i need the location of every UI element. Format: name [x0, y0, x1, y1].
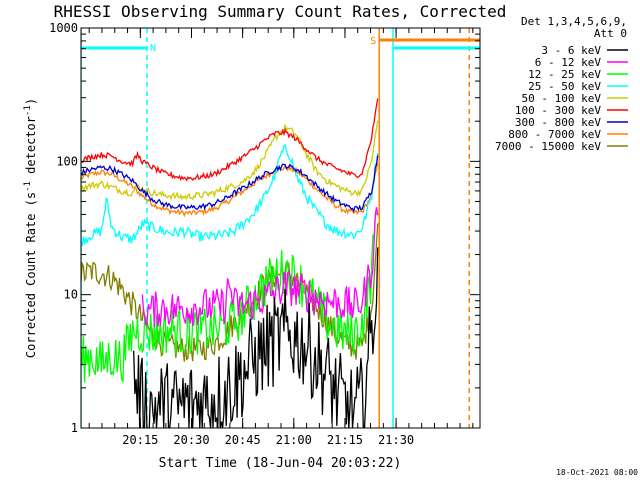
axes: 1 10 100 1000 20:15 20:30 20:45 21:00 21:15 21:30 [49, 21, 480, 447]
y-axis-label: Corrected Count Rate (s-1 detector-1) [23, 98, 38, 358]
legend-label-7: 800 - 7000 keV [508, 128, 601, 141]
y-tick-label-1: 10 [64, 288, 78, 302]
legend-label-0: 3 - 6 keV [541, 44, 601, 57]
series-line-3 [81, 143, 379, 247]
legend-label-1: 6 - 12 keV [535, 56, 602, 69]
legend-label-3: 25 - 50 keV [528, 80, 601, 93]
x-axis-label: Start Time (18-Jun-04 20:03:22) [159, 456, 402, 471]
y-tick-label-2: 100 [56, 154, 78, 168]
series-line-6 [81, 155, 379, 213]
series-line-1 [141, 207, 379, 327]
timestamp: 18-Oct-2021 08:00 [556, 468, 638, 477]
y-tick-label-0: 1 [71, 421, 78, 435]
plot-area: NS [81, 28, 480, 428]
legend-header-1: Att 0 [594, 27, 627, 40]
x-tick-label-2: 20:45 [225, 433, 261, 447]
legend-label-4: 50 - 100 keV [522, 92, 602, 105]
legend-label-2: 12 - 25 keV [528, 68, 601, 81]
y-axis-label-main: Corrected Count Rate (s [24, 192, 38, 358]
series-line-4 [81, 120, 379, 201]
series-line-5 [81, 98, 379, 182]
series-line-7 [81, 163, 379, 218]
x-tick-label-4: 21:15 [327, 433, 363, 447]
x-tick-label-1: 20:30 [173, 433, 209, 447]
y-tick-label-3: 1000 [49, 21, 78, 35]
legend-label-5: 100 - 300 keV [515, 104, 601, 117]
y-axis-label-end: ) [24, 98, 38, 105]
series-line-2 [81, 212, 379, 384]
x-tick-label-0: 20:15 [122, 433, 158, 447]
y-axis-label-sup2: -1 [23, 105, 33, 116]
legend-header-0: Det 1,3,4,5,6,9, [521, 15, 627, 28]
plot-frame [80, 27, 481, 429]
series-line-0 [133, 247, 379, 428]
legend-label-8: 7000 - 15000 keV [495, 140, 601, 153]
legend-label-6: 300 - 800 keV [515, 116, 601, 129]
y-axis-label-sup1: -1 [23, 181, 33, 192]
y-axis-label-mid: detector [24, 116, 38, 181]
flag-label-N: N [150, 43, 156, 54]
flag-label-S: S [370, 36, 376, 47]
x-tick-label-3: 21:00 [276, 433, 312, 447]
chart-title: RHESSI Observing Summary Count Rates, Co… [54, 2, 507, 21]
x-tick-label-5: 21:30 [378, 433, 414, 447]
